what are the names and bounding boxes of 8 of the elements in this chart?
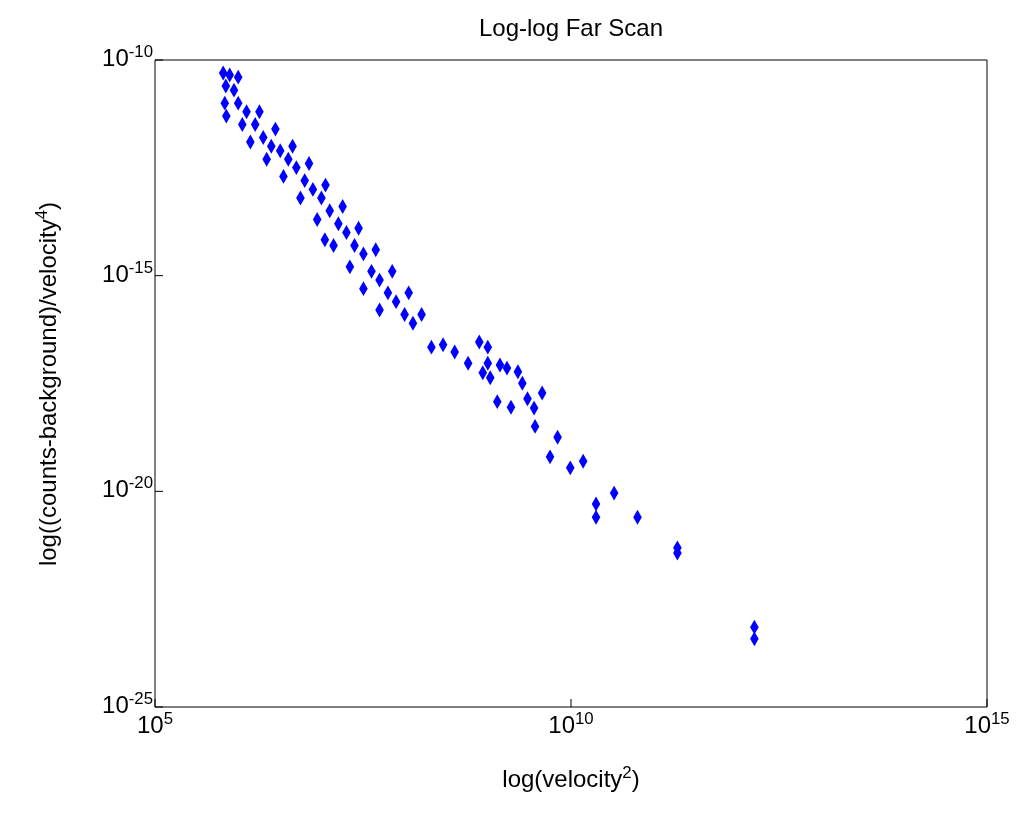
x-axis-title: log(velocity$^{2}$) <box>502 762 640 792</box>
x-tick-label: 10$^{5}$ <box>136 708 174 738</box>
y-tick-label: 10$^{-15}$ <box>102 257 153 287</box>
x-tick-label: 10$^{10}$ <box>548 708 594 738</box>
chart-title: Log-log Far Scan <box>477 14 665 42</box>
y-tick-label: 10$^{-20}$ <box>102 472 153 503</box>
y-tick-label: 10$^{-10}$ <box>102 41 153 71</box>
x-tick-label: 10$^{15}$ <box>964 708 1010 738</box>
